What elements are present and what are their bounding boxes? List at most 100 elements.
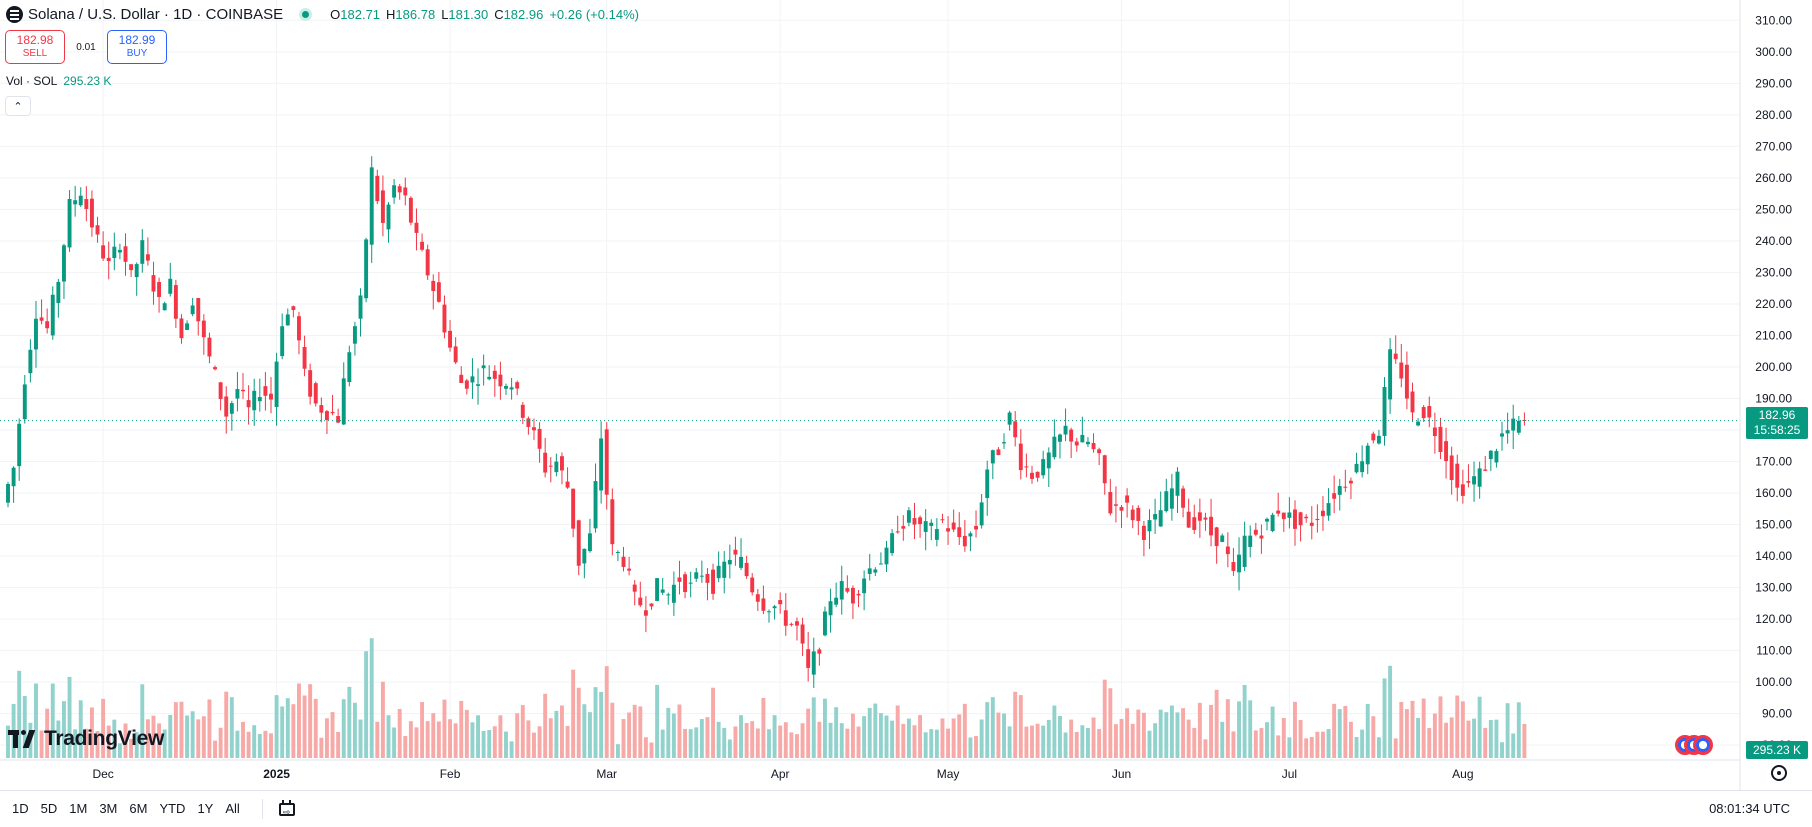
volume-bar	[615, 744, 620, 758]
volume-bar	[1365, 704, 1370, 758]
range-5d-button[interactable]: 5D	[40, 801, 58, 816]
volume-bar	[1063, 732, 1068, 758]
volume-bar	[968, 737, 973, 758]
volume-bar	[643, 737, 648, 758]
settings-icon[interactable]	[1771, 765, 1787, 781]
volume-bar	[1091, 717, 1096, 758]
tradingview-logo[interactable]: TradingView	[8, 727, 164, 751]
candle-body	[996, 449, 1001, 456]
volume-bar	[1511, 733, 1516, 758]
range-6m-button[interactable]: 6M	[129, 801, 148, 816]
volume-bar	[576, 687, 581, 758]
volume-bar	[811, 697, 816, 758]
range-1y-button[interactable]: 1Y	[197, 801, 214, 816]
candle-body	[543, 452, 548, 473]
range-ytd-button[interactable]: YTD	[159, 801, 186, 816]
volume-bar	[330, 712, 335, 758]
volume-bar	[822, 698, 827, 758]
price-tick-label: 120.00	[1755, 612, 1792, 626]
volume-bar	[1130, 723, 1135, 758]
volume-bar	[767, 729, 771, 758]
range-all-button[interactable]: All	[225, 801, 240, 816]
volume-bar	[1102, 679, 1107, 758]
ohlc-values: O182.71 H186.78 L181.30 C182.96 +0.26 (+…	[330, 7, 639, 22]
volume-bar	[1483, 727, 1488, 758]
volume-legend[interactable]: Vol · SOL 295.23 K	[6, 74, 111, 88]
candle-body	[1220, 535, 1225, 542]
range-3m-button[interactable]: 3M	[99, 801, 118, 816]
time-tick-label: Dec	[92, 767, 113, 781]
volume-bar	[1432, 713, 1437, 758]
calendar-goto-icon[interactable]: ⇨	[278, 800, 297, 817]
volume-bar	[934, 729, 939, 758]
buy-label: BUY	[126, 48, 148, 59]
volume-bar	[397, 709, 402, 758]
volume-bar	[392, 727, 397, 758]
candlestick-chart[interactable]: 310.00 300.00 290.00 280.00 270.00 260.00 250.…	[0, 0, 1812, 790]
volume-bar	[957, 714, 962, 758]
volume-bar	[1231, 731, 1236, 758]
volume-bar	[1035, 723, 1040, 758]
volume-bar	[683, 728, 688, 758]
volume-bar	[884, 715, 889, 758]
volume-bar	[207, 699, 212, 758]
volume-bar	[1516, 702, 1521, 758]
volume-bar	[739, 715, 743, 758]
volume-bar	[408, 721, 413, 758]
utc-clock[interactable]: 08:01:34 UTC	[1709, 801, 1790, 816]
range-selector: 1D 5D 1M 3M 6M YTD 1Y All	[6, 801, 246, 816]
volume-bar	[974, 736, 978, 758]
volume-bar	[1253, 730, 1258, 758]
candle-body	[380, 190, 385, 223]
symbol-interval[interactable]: 1D	[173, 6, 193, 23]
economic-events-flags-icon[interactable]	[1675, 735, 1721, 757]
price-tick-label: 300.00	[1755, 45, 1792, 59]
range-1m-button[interactable]: 1M	[69, 801, 88, 816]
volume-bar	[604, 666, 609, 758]
volume-bar	[1332, 703, 1337, 758]
volume-bar	[274, 695, 279, 758]
candle-body	[224, 396, 229, 417]
volume-bar	[1136, 709, 1141, 758]
candle-body	[962, 535, 967, 547]
collapse-legend-button[interactable]: ⌃	[5, 96, 31, 116]
candle-body	[218, 382, 223, 400]
candle-body	[106, 257, 111, 262]
price-tick-label: 260.00	[1755, 171, 1792, 185]
volume-bar	[1438, 696, 1443, 758]
volume-bar	[1315, 731, 1320, 758]
candle-body	[157, 281, 162, 297]
candle-body	[397, 186, 402, 193]
candle-body	[1209, 516, 1214, 536]
candle-body	[352, 326, 357, 344]
candle-body	[22, 384, 27, 420]
volume-bar	[1214, 689, 1219, 758]
candle-body	[1175, 471, 1180, 496]
candle-body	[56, 281, 61, 304]
volume-bar	[1046, 719, 1051, 758]
solana-logo-icon	[6, 6, 23, 23]
candle-body	[1444, 441, 1449, 462]
candle-body	[1382, 387, 1387, 436]
candle-body	[722, 561, 727, 578]
volume-bar	[414, 727, 419, 758]
volume-bar	[862, 716, 867, 758]
volume-bar	[1376, 737, 1381, 758]
symbol-name[interactable]: Solana / U.S. Dollar	[28, 6, 160, 23]
candle-body	[1477, 468, 1482, 487]
volume-bar	[1164, 712, 1169, 758]
sell-button[interactable]: 182.98 SELL	[5, 30, 65, 64]
candle-body	[1141, 525, 1146, 540]
volume-bar	[34, 683, 38, 758]
buy-button[interactable]: 182.99 BUY	[107, 30, 167, 64]
candle-body	[1052, 436, 1057, 458]
candle-body	[408, 197, 413, 223]
candle-body	[906, 510, 911, 523]
price-tick-label: 290.00	[1755, 76, 1792, 90]
candle-body	[45, 321, 50, 329]
candle-body	[1153, 514, 1158, 520]
volume-bar	[649, 742, 654, 758]
volume-bar	[1225, 699, 1230, 758]
range-1d-button[interactable]: 1D	[12, 801, 29, 816]
volume-bar	[218, 727, 223, 758]
